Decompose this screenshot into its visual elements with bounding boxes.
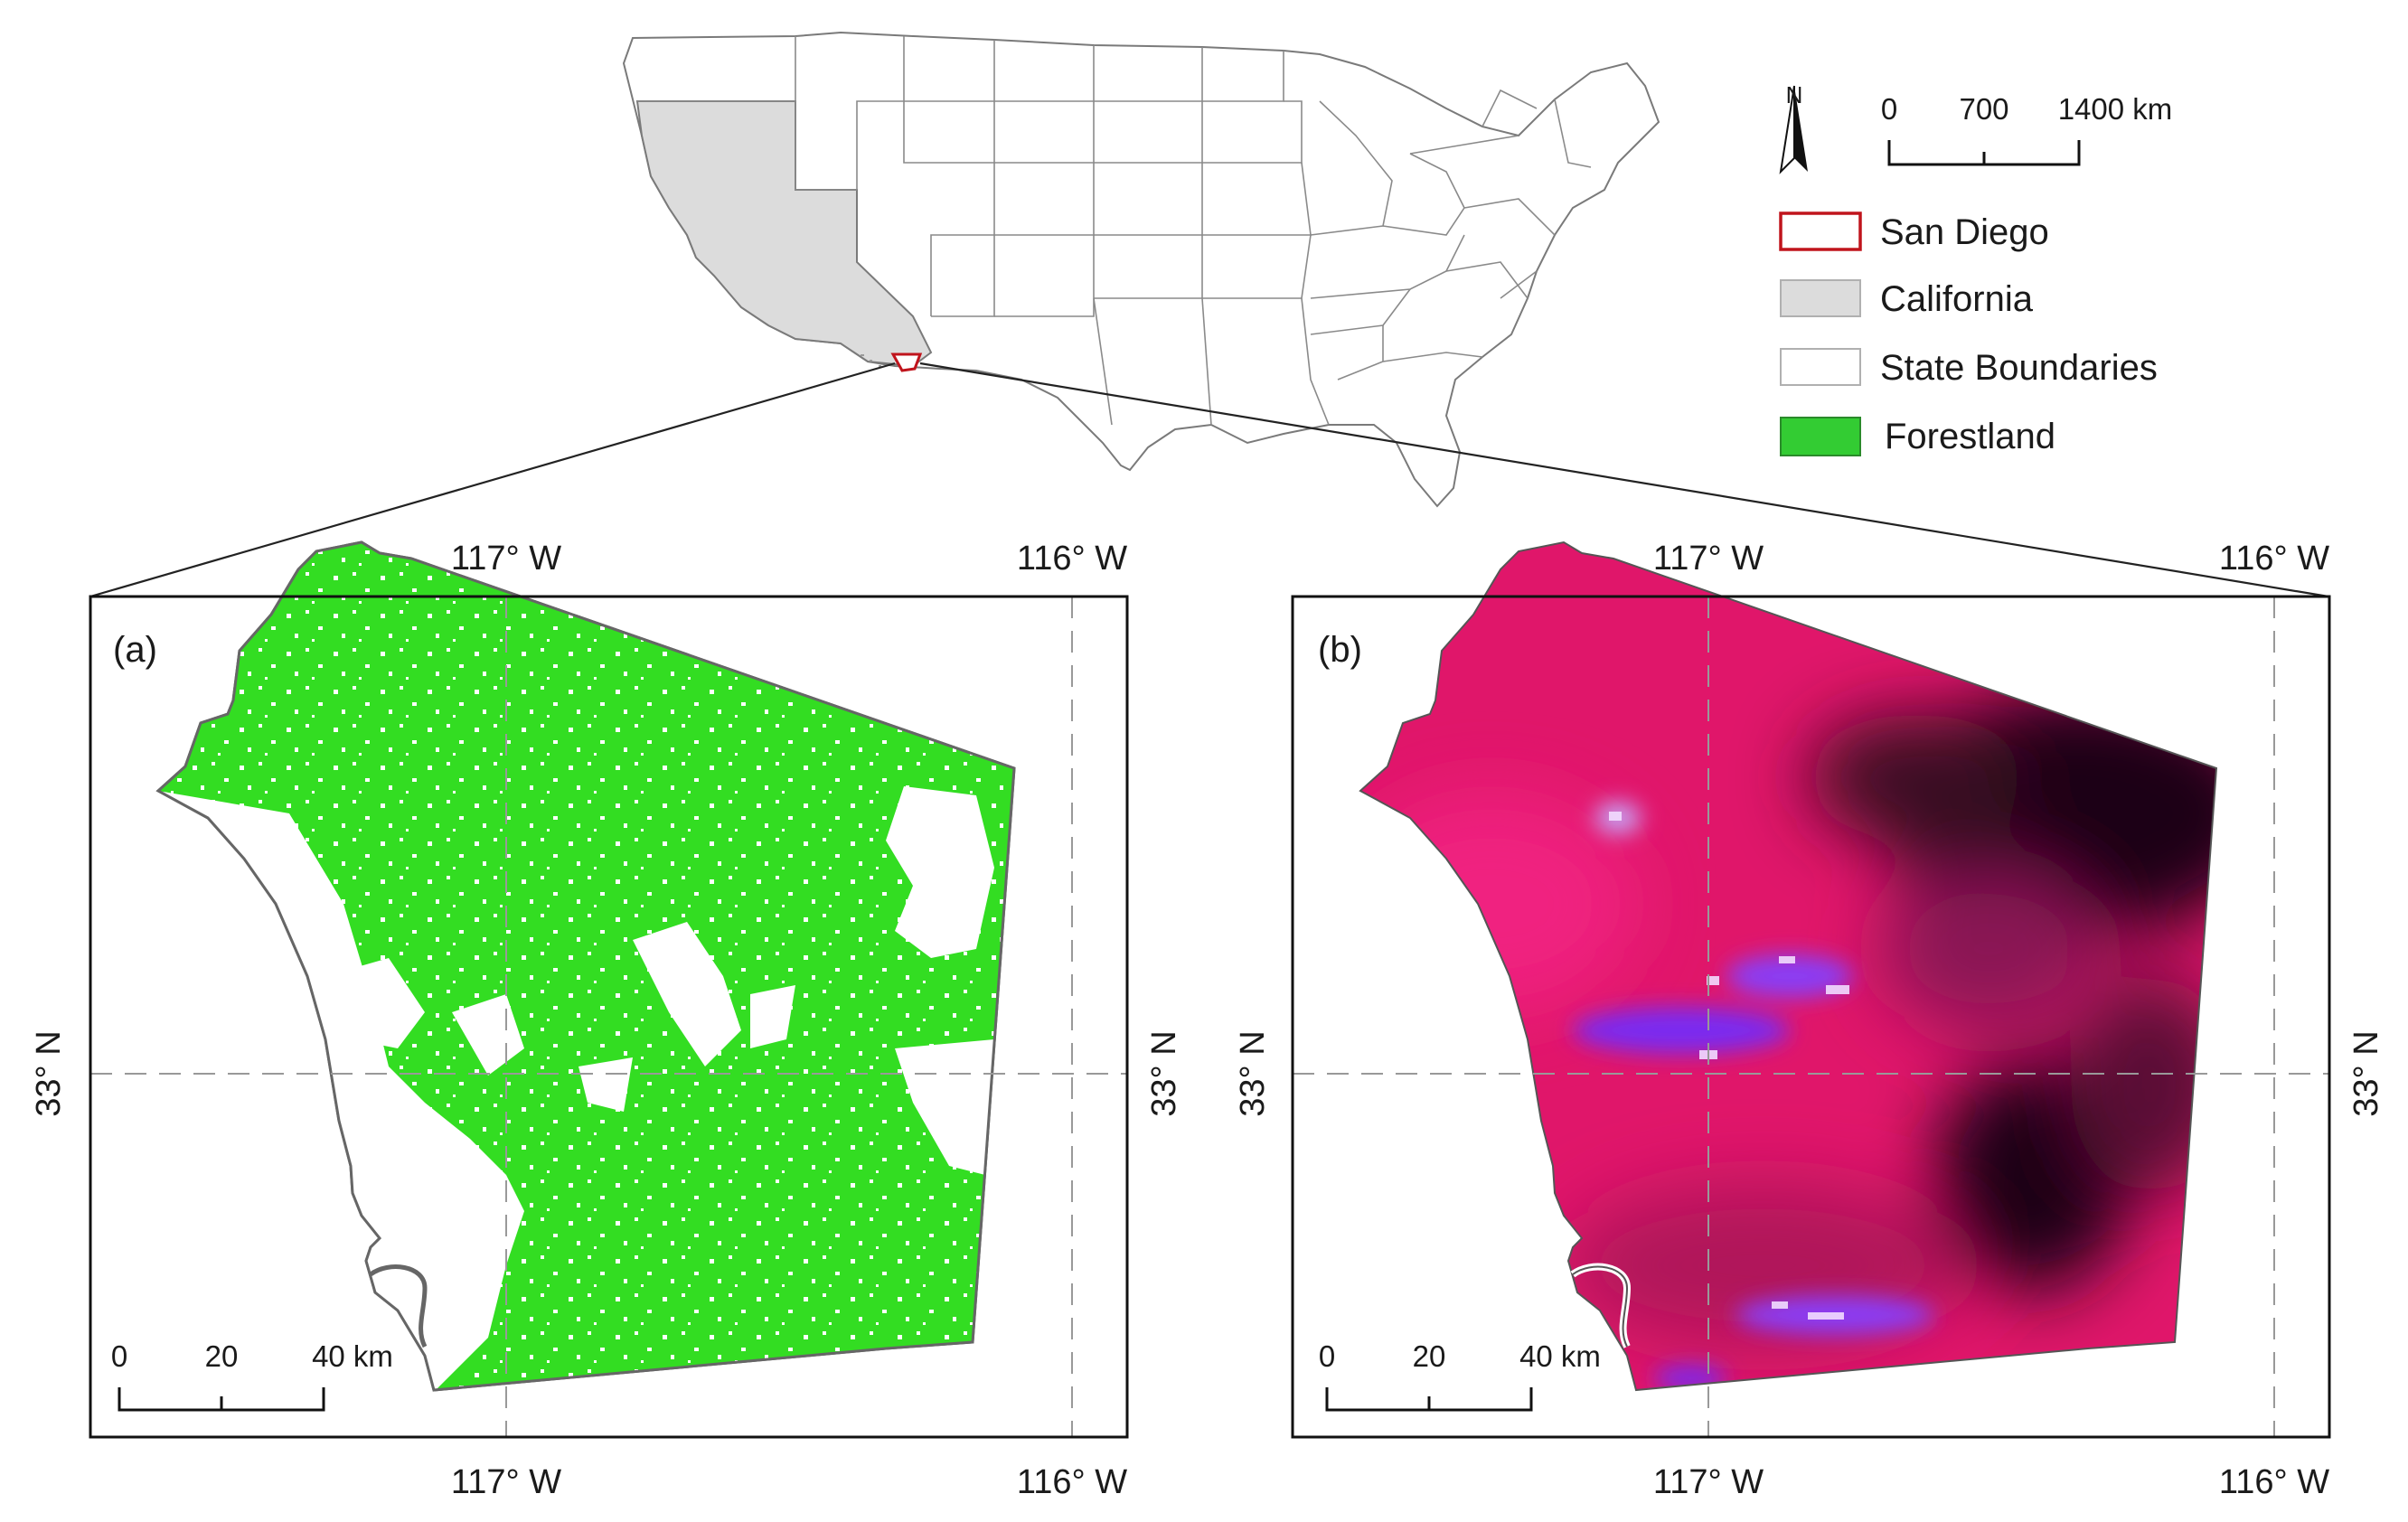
panel-b-scale-tick-0: 0 <box>1319 1339 1335 1373</box>
panel-a-scale-bar <box>118 1387 325 1412</box>
panel-a-lat-left: 33° N <box>30 1030 68 1116</box>
panel-b-lon-top-116: 116° W <box>2219 540 2329 578</box>
legend-item-state-boundaries: State Boundaries <box>1780 348 2158 388</box>
panel-a-lon-bottom-116: 116° W <box>1017 1463 1127 1501</box>
north-label: N <box>1786 81 1803 108</box>
panel-a-scale-tick-0: 0 <box>111 1339 127 1373</box>
panel-b-lat-left: 33° N <box>1234 1030 1272 1116</box>
us-inset-map <box>622 31 1660 508</box>
legend-item-forestland: Forestland <box>1780 417 2055 456</box>
state-boundaries <box>637 36 1592 426</box>
channel-islands <box>861 354 881 367</box>
panel-a-lat-right: 33° N <box>1145 1030 1183 1116</box>
panel-a-scale-tick-1: 20 <box>205 1339 239 1373</box>
panel-b-scale-bar <box>1325 1387 1533 1412</box>
zoom-line-left <box>89 362 896 598</box>
panel-b-lon-bottom-117: 117° W <box>1653 1463 1764 1501</box>
svg-text:State Boundaries: State Boundaries <box>1880 348 2158 388</box>
california-shape <box>635 100 933 368</box>
svg-text:Forestland: Forestland <box>1885 417 2055 456</box>
panel-a-label: (a) <box>113 630 157 670</box>
panel-a-lon-top-116: 116° W <box>1017 540 1127 578</box>
legend-item-san-diego: San Diego <box>1779 211 2049 252</box>
panel-b-lon-top-117: 117° W <box>1653 540 1764 578</box>
panel-a-scale-tick-2: 40 km <box>312 1339 393 1373</box>
legend-item-california: California <box>1780 279 2034 319</box>
svg-text:San Diego: San Diego <box>1880 212 2049 252</box>
panel-a-lon-bottom-117: 117° W <box>451 1463 561 1501</box>
inset-scale-bar <box>1887 140 2081 166</box>
san-diego-marker <box>890 352 923 372</box>
panel-b-scale-tick-2: 40 km <box>1519 1339 1601 1373</box>
panel-b-scale-tick-1: 20 <box>1413 1339 1446 1373</box>
panel-b-lon-bottom-116: 116° W <box>2219 1463 2329 1501</box>
inset-scale-tick-2: 1400 km <box>2058 92 2173 126</box>
inset-scale-tick-0: 0 <box>1881 92 1897 126</box>
inset-scale-tick-1: 700 <box>1959 92 2008 126</box>
panel-b-label: (b) <box>1318 630 1362 670</box>
panel-a-lon-top-117: 117° W <box>451 540 561 578</box>
north-arrow <box>1779 85 1808 174</box>
zoom-line-right <box>919 362 2329 598</box>
legend: San Diego California State Boundaries Fo… <box>1779 211 2158 456</box>
svg-text:California: California <box>1880 279 2034 319</box>
panel-b-lat-right: 33° N <box>2347 1030 2385 1116</box>
